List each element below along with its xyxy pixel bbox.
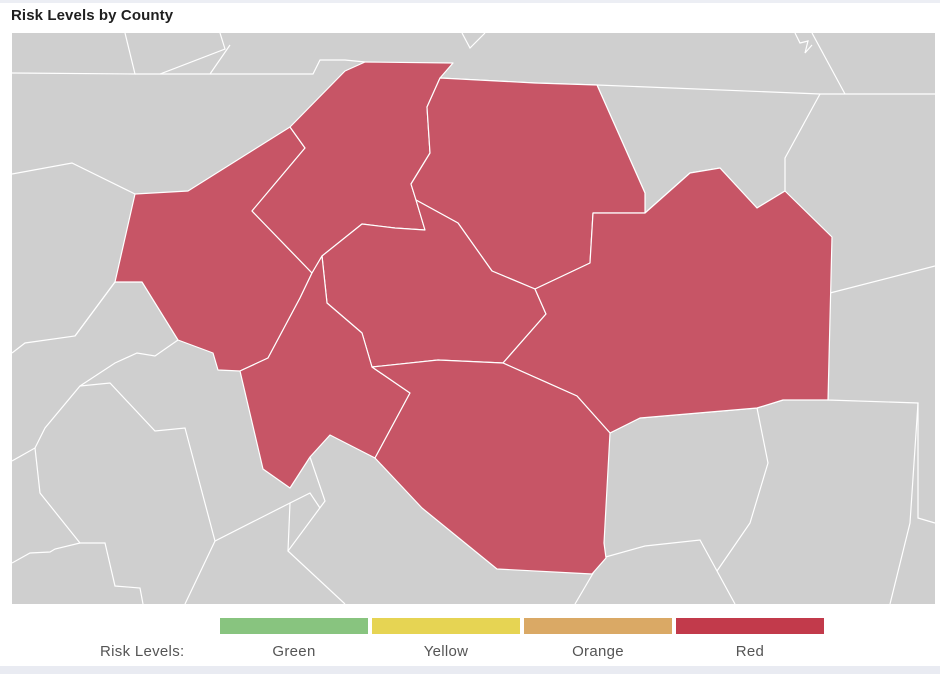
red-counties[interactable] bbox=[114, 61, 833, 575]
legend-label-green: Green bbox=[272, 643, 316, 660]
red-county-southwest bbox=[239, 255, 411, 489]
red-county-east bbox=[502, 167, 833, 434]
legend-swatch-red bbox=[676, 618, 824, 634]
legend-label-red: Red bbox=[735, 643, 765, 660]
legend-swatch-yellow bbox=[372, 618, 520, 634]
red-county-south bbox=[371, 359, 611, 575]
legend-swatch-green bbox=[220, 618, 368, 634]
legend-title: Risk Levels: bbox=[100, 643, 185, 660]
county-map[interactable] bbox=[12, 33, 935, 604]
legend-swatch-orange bbox=[524, 618, 672, 634]
map-title: Risk Levels by County bbox=[11, 7, 174, 24]
legend-label-orange: Orange bbox=[572, 643, 624, 660]
legend-label-yellow: Yellow bbox=[423, 643, 469, 660]
